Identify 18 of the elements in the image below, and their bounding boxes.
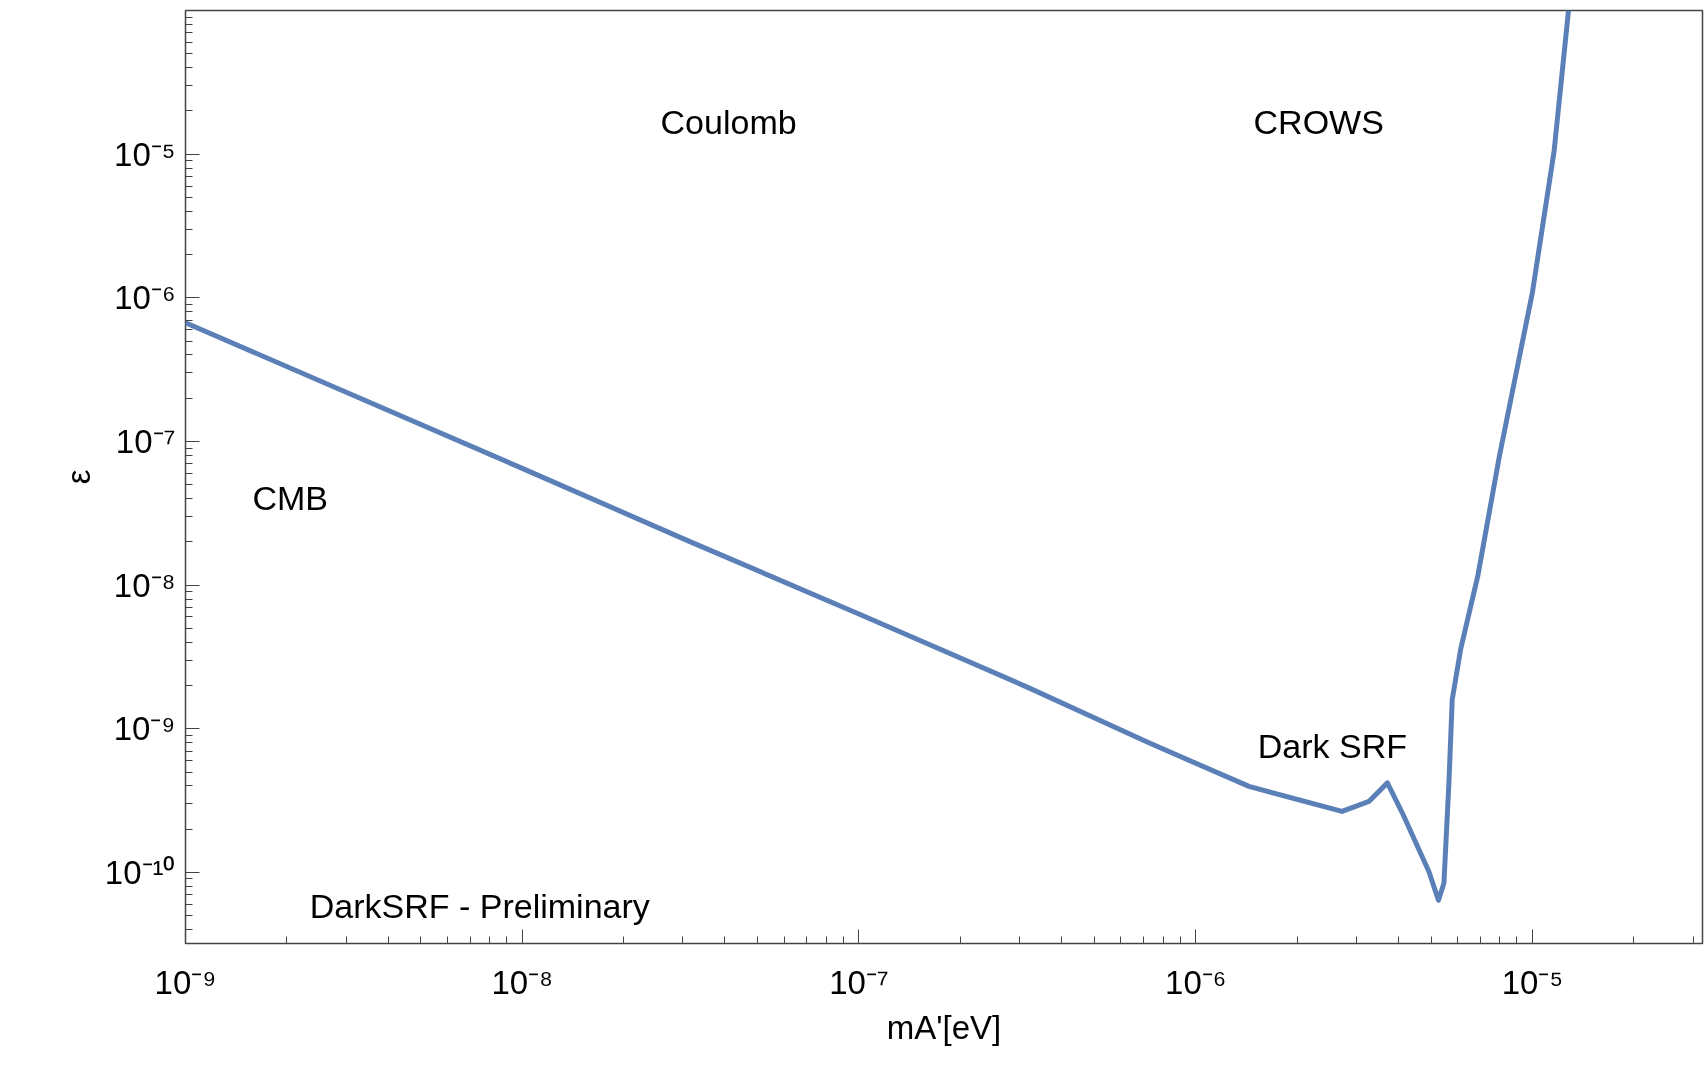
annotation: Coulomb [660,103,797,142]
y-tick-label: 10⁻⁵ [114,135,176,173]
x-tick-label: 10⁻⁷ [829,963,889,1001]
x-tick-label: 10⁻⁹ [154,963,217,1001]
y-tick-label: 10⁻⁹ [113,710,176,748]
y-tick-label: 10⁻¹⁰ [104,853,176,891]
x-tick-label: 10⁻⁸ [491,963,554,1001]
x-axis-title: mA'[eV] [886,1008,1002,1046]
x-tick-label: 10⁻⁵ [1501,963,1564,1001]
y-tick-label: 10⁻⁸ [113,566,176,604]
annotation: Dark SRF [1257,726,1407,765]
x-tick-label: 10⁻⁶ [1165,963,1227,1001]
y-tick-label: 10⁻⁶ [114,279,176,317]
annotation: DarkSRF - Preliminary [309,887,650,926]
annotation: CMB [252,479,328,518]
annotation: CROWS [1253,103,1384,142]
y-tick-label: 10⁻⁷ [115,422,176,460]
y-axis-title: ε [59,469,97,485]
